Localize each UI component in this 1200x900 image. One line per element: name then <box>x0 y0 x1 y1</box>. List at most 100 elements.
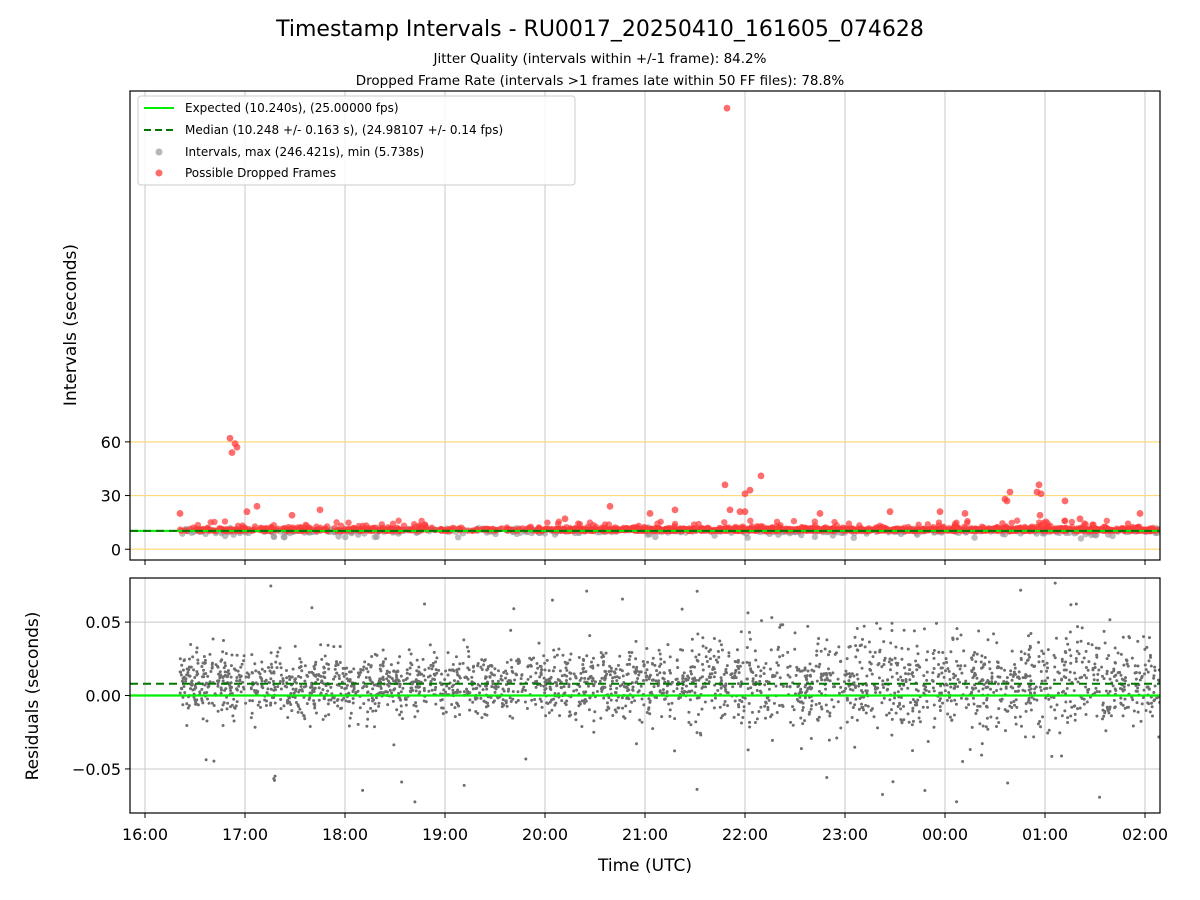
residual-point <box>694 678 698 682</box>
residual-point <box>971 696 975 700</box>
residual-point <box>430 688 434 692</box>
residual-point <box>256 682 260 686</box>
residual-point <box>968 748 972 752</box>
residual-point <box>1119 652 1123 656</box>
residual-point <box>710 699 714 703</box>
residual-point <box>759 705 763 709</box>
residual-point <box>347 724 351 728</box>
residual-point <box>555 653 559 657</box>
residual-point <box>882 662 886 666</box>
dropped-frame-outlier <box>816 510 824 517</box>
residual-point <box>209 669 213 673</box>
chart-title: Timestamp Intervals - RU0017_20250410_16… <box>275 17 924 42</box>
residual-point <box>781 653 785 657</box>
residual-point <box>593 680 597 684</box>
residual-point <box>550 708 554 712</box>
residual-point <box>218 670 222 674</box>
residual-point <box>192 695 196 699</box>
dropped-frame-outlier <box>886 508 894 516</box>
residual-point <box>1104 729 1108 733</box>
residual-point <box>183 658 187 662</box>
residual-point <box>366 670 370 674</box>
residual-point <box>647 697 651 701</box>
residual-point <box>249 687 253 691</box>
residual-point <box>626 672 630 676</box>
residual-point <box>906 672 910 676</box>
residual-point <box>922 691 926 695</box>
residual-point <box>1143 672 1147 676</box>
residual-point <box>553 655 557 659</box>
residual-point <box>385 672 389 676</box>
residual-point <box>824 687 828 691</box>
residual-point <box>230 685 234 689</box>
residual-point <box>803 668 807 672</box>
dropped-frame-point <box>721 519 728 526</box>
residual-point <box>300 711 304 715</box>
residuals-y-axis-label: Residuals (seconds) <box>23 612 43 781</box>
residual-point <box>1107 653 1111 657</box>
residual-point <box>322 682 326 686</box>
residual-point <box>223 661 227 665</box>
residual-point <box>758 689 762 693</box>
residual-point <box>1060 714 1064 718</box>
residual-point <box>484 684 488 688</box>
residual-point <box>257 670 261 674</box>
residual-point <box>1038 685 1042 689</box>
interval-point <box>1109 532 1116 540</box>
residual-point <box>1019 650 1023 654</box>
residual-point <box>621 706 625 710</box>
residual-point <box>599 651 603 655</box>
residual-point <box>1069 654 1073 658</box>
residual-point <box>631 688 635 692</box>
residual-point <box>606 705 610 709</box>
residual-point <box>720 648 724 652</box>
residual-point <box>195 673 199 677</box>
residual-point <box>601 663 605 667</box>
residual-point <box>1105 672 1109 676</box>
residual-point <box>1076 625 1080 629</box>
residual-point <box>307 697 311 701</box>
dropped-frame-point <box>586 519 594 526</box>
residual-point <box>577 704 581 708</box>
residual-point <box>220 708 224 712</box>
residual-point <box>737 705 741 709</box>
residual-point <box>876 686 880 690</box>
residual-point <box>896 690 900 694</box>
residual-point <box>870 672 874 676</box>
residual-point <box>624 704 628 708</box>
residual-point <box>882 696 886 700</box>
residual-point <box>1049 705 1053 709</box>
residual-point <box>932 649 936 653</box>
residual-point <box>681 677 685 681</box>
residual-point <box>220 658 224 662</box>
residual-point <box>1075 649 1079 653</box>
residual-point <box>226 701 230 705</box>
residual-point <box>200 665 204 669</box>
residual-point <box>669 671 673 675</box>
residual-point <box>1066 642 1070 646</box>
residual-point <box>762 666 766 670</box>
residual-point <box>712 675 716 679</box>
residual-point <box>857 707 861 711</box>
residual-point <box>616 663 620 667</box>
residual-point <box>609 684 613 688</box>
residual-point <box>649 673 653 677</box>
residual-point <box>888 698 892 702</box>
residual-point <box>1148 655 1152 659</box>
residual-point <box>750 670 754 674</box>
residual-point <box>1149 664 1153 668</box>
residual-point <box>1153 665 1157 669</box>
residual-point <box>305 702 309 706</box>
residual-point <box>1105 657 1109 661</box>
residual-point <box>831 685 835 689</box>
residual-point <box>670 680 674 684</box>
residual-point <box>815 679 819 683</box>
residual-point <box>818 662 822 666</box>
residual-point <box>718 705 722 709</box>
residual-point <box>835 736 839 740</box>
x-tick-label: 18:00 <box>322 825 368 844</box>
residual-point <box>911 706 915 710</box>
residual-point <box>1102 714 1106 718</box>
residual-point <box>380 690 384 694</box>
